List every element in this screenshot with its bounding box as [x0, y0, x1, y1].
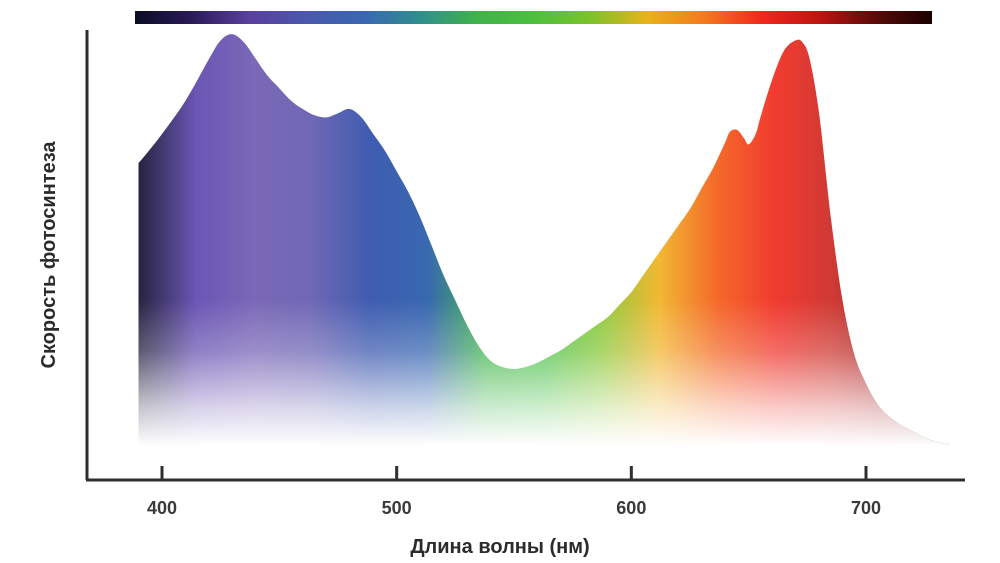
x-tick-label: 700 — [851, 498, 881, 518]
x-tick-label: 400 — [147, 498, 177, 518]
x-axis-ticks: 400 500 600 700 — [147, 466, 881, 518]
y-axis-title: Скорость фотосинтеза — [38, 141, 60, 369]
x-tick-label: 500 — [382, 498, 412, 518]
spectrum-bar — [135, 11, 932, 24]
x-tick-label: 600 — [616, 498, 646, 518]
x-axis-title: Длина волны (нм) — [410, 536, 589, 558]
